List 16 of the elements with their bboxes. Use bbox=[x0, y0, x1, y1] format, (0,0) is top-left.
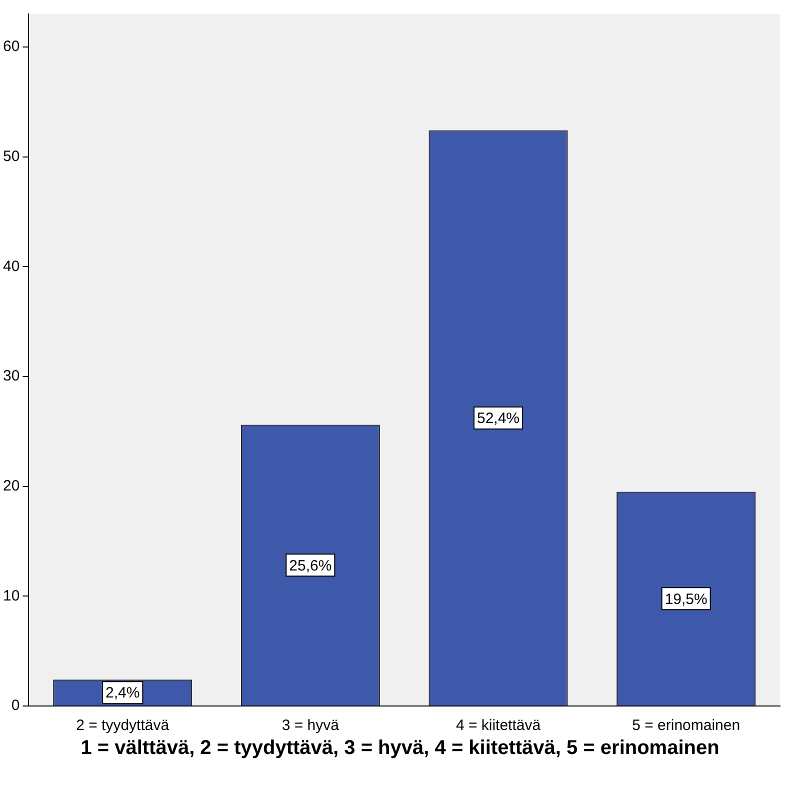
x-tick-label: 4 = kiitettävä bbox=[456, 717, 542, 734]
y-tick-label: 30 bbox=[2, 368, 20, 385]
y-tick-label: 10 bbox=[2, 587, 20, 604]
y-tick-label: 60 bbox=[2, 38, 20, 56]
y-tick-label: 40 bbox=[2, 258, 20, 275]
y-tick-label: 50 bbox=[2, 148, 20, 165]
data-label: 19,5% bbox=[664, 590, 708, 608]
x-tick-label: 3 = hyvä bbox=[282, 717, 340, 734]
y-tick-label: 20 bbox=[2, 477, 20, 494]
x-axis-title: 1 = välttävä, 2 = tyydyttävä, 3 = hyvä, 4 = kiitettävä, 5 = erinomainen bbox=[80, 737, 720, 759]
data-label: 2,4% bbox=[105, 684, 140, 702]
x-tick-label: 2 = tyydyttävä bbox=[76, 717, 170, 734]
data-label: 25,6% bbox=[289, 557, 332, 574]
x-tick-label: 5 = erinomainen bbox=[632, 717, 740, 734]
data-label: 52,4% bbox=[476, 410, 520, 428]
y-tick-label: 0 bbox=[11, 697, 20, 714]
